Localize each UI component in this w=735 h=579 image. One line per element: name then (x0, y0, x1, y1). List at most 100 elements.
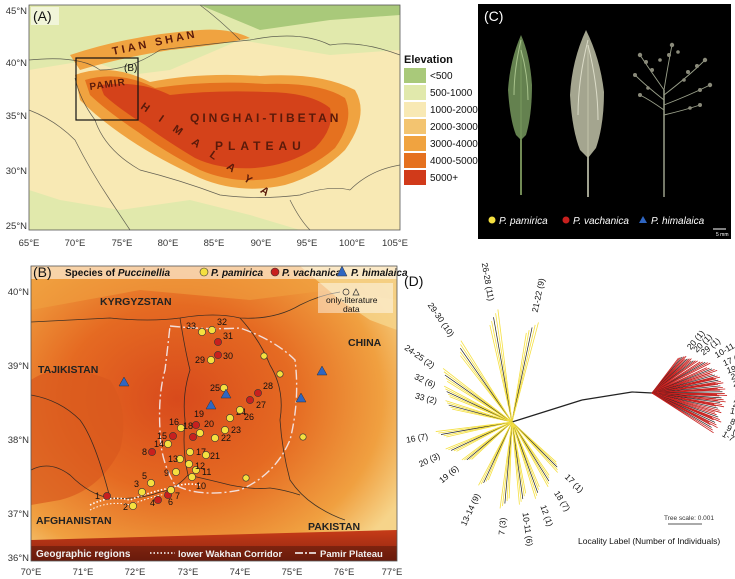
vachanica-legend: P. vachanica (573, 216, 629, 227)
elevation-swatch (404, 85, 426, 100)
elevation-legend-label: <500 (430, 71, 453, 82)
pamir-legend-label: Pamir Plateau (320, 549, 383, 560)
china-label: CHINA (348, 337, 382, 349)
himalaica-marker (639, 216, 647, 223)
himalaica-specimen (633, 42, 713, 197)
pamir-plateau-boundary (158, 325, 298, 494)
literature-legend-box (318, 283, 393, 313)
site-number-label: 7 (175, 491, 180, 501)
plateau-peak (100, 83, 331, 169)
panel-b-lon-ticks: 70°E 71°E 72°E 73°E 74°E 75°E 76°E 77°E (21, 567, 403, 578)
site-number-label: 25 (210, 383, 220, 393)
panel-d: (D) 26-28 (11) 21-22 (9) 29-30 (10) 24-25 (… (403, 262, 735, 547)
lon-tick: 75°E (112, 238, 133, 249)
panel-d-label: (D) (404, 273, 423, 289)
pamirica-site-marker (167, 486, 175, 494)
lon-tick: 105°E (382, 238, 408, 249)
pamirica-legend: P. pamirica (499, 216, 548, 227)
site-number-label: 31 (223, 331, 233, 341)
lat-tick: 35°N (6, 111, 27, 122)
tree-tip-label: 21-22 (9) (530, 277, 547, 313)
tree-branch (459, 351, 513, 423)
tree-backbone (511, 399, 583, 423)
elevation-swatch (404, 68, 426, 83)
lon-tick: 90°E (251, 238, 272, 249)
site-number-label: 13 (168, 454, 178, 464)
lat-tick: 30°N (6, 166, 27, 177)
vachanica-site-marker (189, 433, 197, 441)
site-number-label: 20 (204, 419, 214, 429)
tree-tip-label: 33 (2) (414, 391, 438, 406)
panel-a: (B) TIAN SHAN PAMIR HIMALAYA QINGHAI-TIB… (6, 4, 478, 249)
tree-tip-label: 10-11 (6) (521, 512, 536, 547)
pamirica-site-marker (226, 414, 234, 422)
lat-tick: 38°N (8, 435, 29, 446)
tajik-ranges (31, 370, 124, 505)
afghanistan-label: AFGHANISTAN (36, 515, 112, 527)
pamir-label: PAMIR (89, 77, 127, 93)
elevation-legend-label: 500-1000 (430, 88, 473, 99)
pamirica-site-marker (207, 356, 215, 364)
tree-branch (651, 362, 711, 394)
tree-branch (443, 385, 513, 423)
site-number-label: 26 (244, 412, 254, 422)
pamir-inset-box (75, 57, 139, 121)
tree-caption: Locality Label (Number of Individuals) (578, 536, 720, 546)
tajikistan-label: TAJIKISTAN (38, 364, 98, 376)
tree-tip-label: 12 (1) (538, 503, 555, 527)
literature-site-marker (242, 474, 250, 482)
literature-legend-line1: only-literature (326, 295, 378, 305)
panel-a-label: (A) (33, 8, 52, 24)
lat-tick: 39°N (8, 361, 29, 372)
tree-tip-label: 32 (6) (413, 371, 438, 390)
elevation-swatch (404, 153, 426, 168)
vachanica-specimen (570, 30, 604, 197)
site-number-label: 2 (123, 502, 128, 512)
pamirica-site-marker (138, 488, 146, 496)
himalaica-legend: P. himalaica (651, 216, 705, 227)
site-number-label: 18 (183, 421, 193, 431)
lat-tick: 45°N (6, 6, 27, 17)
lon-tick: 71°E (73, 567, 94, 578)
site-number-label: 30 (223, 351, 233, 361)
elevation-swatch (404, 136, 426, 151)
tree-branch (445, 421, 513, 450)
panel-c: (C) P. pamirica (478, 4, 731, 239)
vachanica-legend-label: P. vachanica (282, 268, 342, 279)
scale-bar-label: 5 mm (716, 232, 729, 238)
tree-branch (489, 324, 513, 423)
tree-branch (493, 317, 513, 423)
pamirica-site-marker (129, 502, 137, 510)
vachanica-marker (562, 216, 570, 224)
site-number-label: 8 (142, 447, 147, 457)
site-number-label: 28 (263, 381, 273, 391)
panel-a-frame (28, 4, 401, 231)
tree-tip-label: 29-30 (10) (426, 301, 457, 339)
himalaica-site-marker (220, 388, 232, 399)
pakistan-label: PAKISTAN (308, 521, 360, 533)
tree-tip-label: 17 (1) (563, 472, 586, 495)
lon-tick: 76°E (334, 567, 355, 578)
literature-site-marker (260, 352, 268, 360)
lon-tick: 73°E (178, 567, 199, 578)
pamirica-legend-marker (199, 267, 209, 277)
tree-branch (499, 421, 513, 509)
pamirica-marker (488, 216, 496, 224)
pamirica-site-marker (177, 424, 185, 432)
pamirica-site-marker (221, 426, 229, 434)
species-legend-prefix: Species of (65, 268, 118, 279)
site-number-label: 29 (195, 355, 205, 365)
vachanica-legend-marker (270, 267, 280, 277)
pamirica-specimen (508, 35, 532, 195)
site-number-label: 10 (196, 481, 206, 491)
wakhan-corridor-line (89, 492, 171, 511)
elevation-swatch (404, 119, 426, 134)
himalaica-legend-marker (336, 265, 348, 277)
lon-tick: 65°E (19, 238, 40, 249)
site-number-label: 21 (210, 451, 220, 461)
lat-tick: 40°N (6, 58, 27, 69)
tree-branch (460, 340, 513, 423)
tree-branch (511, 330, 530, 423)
country-borders-b (30, 291, 346, 521)
panel-b-frame (30, 265, 398, 562)
